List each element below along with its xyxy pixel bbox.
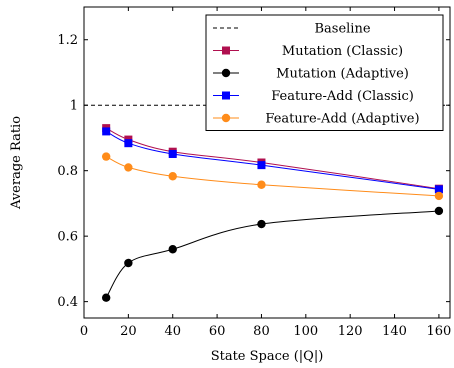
data-point (124, 163, 133, 172)
x-tick-label: 60 (209, 324, 226, 339)
y-tick-label: 0.6 (57, 230, 78, 245)
x-axis-title: State Space (|Q|) (211, 349, 324, 364)
legend-item: Mutation (Adaptive) (213, 67, 409, 82)
x-tick-label: 100 (293, 324, 318, 339)
legend-item: Feature-Add (Classic) (213, 89, 414, 104)
x-tick-label: 160 (426, 324, 451, 339)
legend-item: Mutation (Classic) (213, 44, 403, 59)
legend-label: Baseline (314, 22, 370, 37)
data-point (168, 149, 177, 158)
y-tick-label: 1.2 (57, 33, 78, 48)
legend-marker (221, 68, 231, 78)
chart-marks (84, 104, 450, 302)
data-point (434, 206, 444, 216)
legend-label: Mutation (Classic) (282, 44, 403, 59)
y-tick-label: 0.8 (57, 164, 78, 179)
series-line (105, 210, 439, 298)
legend-box (205, 14, 444, 131)
legend-label: Mutation (Adaptive) (276, 67, 409, 82)
legend-label: Feature-Add (Adaptive) (265, 112, 419, 127)
legend-item: Feature-Add (Adaptive) (213, 112, 420, 127)
series-mutation-adaptive (101, 206, 444, 302)
data-point (168, 172, 177, 181)
x-tick-label: 120 (338, 324, 363, 339)
data-point (168, 245, 177, 254)
legend-marker (222, 91, 230, 100)
legend: Baseline Mutation (Classic) Mutation (Adap… (205, 14, 444, 131)
series-line (105, 127, 439, 190)
data-point (101, 152, 111, 161)
data-point (434, 191, 444, 201)
data-point (124, 139, 133, 148)
legend-marker (222, 46, 230, 55)
legend-label: Feature-Add (Classic) (271, 89, 414, 104)
x-tick-label: 140 (382, 324, 407, 339)
x-tick-label: 40 (164, 324, 181, 339)
data-point (257, 219, 266, 229)
series-feature-add-classic (102, 127, 443, 194)
y-tick-label: 0.4 (57, 295, 78, 310)
data-point (102, 127, 111, 136)
legend-marker (221, 113, 231, 123)
data-point (124, 258, 133, 268)
axis-ticks: 0 20 40 60 80 100 120 140 160 0.4 0.6 0.8 1 1.2 (57, 7, 451, 339)
y-tick-label: 1 (70, 99, 78, 114)
plot-frame (83, 6, 451, 319)
y-axis-title: Average Ratio (9, 116, 24, 210)
data-point (257, 161, 266, 170)
data-point (101, 293, 111, 302)
legend-item: Baseline (213, 22, 371, 37)
x-tick-label: 20 (120, 324, 137, 339)
x-tick-label: 80 (253, 324, 270, 339)
series-feature-add-adaptive (101, 152, 444, 201)
series-line (105, 156, 439, 197)
data-point (257, 180, 266, 189)
x-tick-label: 0 (80, 324, 88, 339)
data-point (434, 185, 443, 194)
series-line (105, 130, 439, 190)
